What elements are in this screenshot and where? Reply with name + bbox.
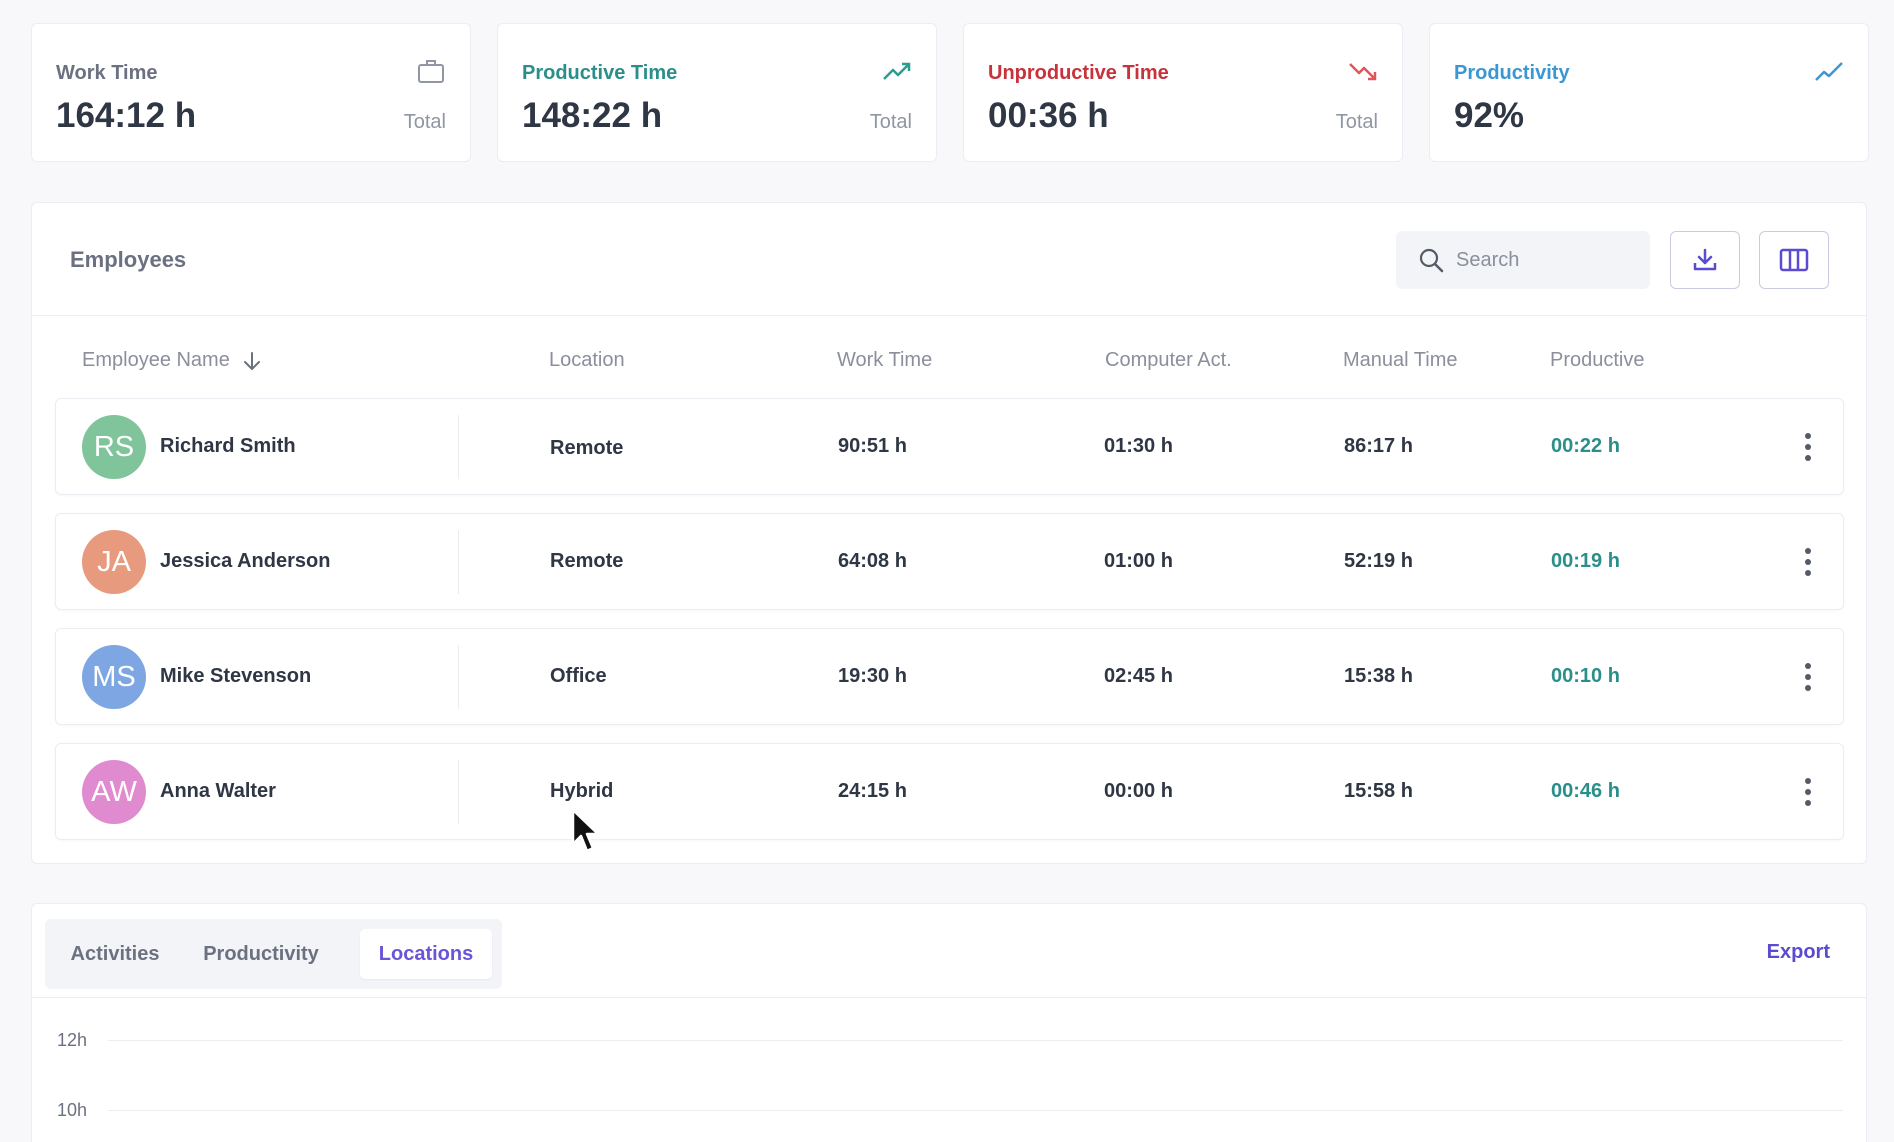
location-cell: Hybrid xyxy=(550,780,614,802)
export-link[interactable]: Export xyxy=(1766,941,1830,963)
computer-act-cell: 01:00 h xyxy=(1104,550,1173,572)
work-time-cell: 24:15 h xyxy=(838,780,907,802)
trend-up-icon xyxy=(883,62,911,80)
columns-icon xyxy=(1779,248,1809,272)
tab-locations[interactable]: Locations xyxy=(360,929,492,979)
employee-name[interactable]: Anna Walter xyxy=(160,780,276,802)
y-tick-label: 10h xyxy=(57,1100,88,1120)
more-options-icon[interactable] xyxy=(1803,663,1813,693)
table-row[interactable]: AW Anna Walter Hybrid 24:15 h 00:00 h 15… xyxy=(55,743,1844,840)
more-options-icon[interactable] xyxy=(1803,778,1813,808)
avatar: JA xyxy=(82,530,146,594)
briefcase-icon xyxy=(418,60,444,83)
tab-activities[interactable]: Activities xyxy=(70,942,160,965)
more-options-icon[interactable] xyxy=(1803,548,1813,578)
avatar: MS xyxy=(82,645,146,709)
work-time-cell: 19:30 h xyxy=(838,665,907,687)
computer-act-cell: 01:30 h xyxy=(1104,435,1173,457)
stat-card-work-time: Work Time 164:12 h Total xyxy=(31,23,471,162)
search-box[interactable] xyxy=(1396,231,1650,289)
column-header-work-time[interactable]: Work Time xyxy=(837,349,933,371)
productive-cell: 00:19 h xyxy=(1551,550,1620,572)
stat-label: Unproductive Time xyxy=(988,62,1169,84)
stat-sub: Total xyxy=(1335,111,1378,133)
stat-value: 92% xyxy=(1454,96,1525,135)
sort-down-icon xyxy=(243,351,260,370)
column-header-computer-act[interactable]: Computer Act. xyxy=(1105,349,1232,371)
manual-time-cell: 15:58 h xyxy=(1344,780,1413,802)
trend-line-icon xyxy=(1815,62,1843,81)
divider xyxy=(458,645,459,709)
divider xyxy=(458,760,459,824)
table-row[interactable]: RS Richard Smith Remote 90:51 h 01:30 h … xyxy=(55,398,1844,495)
location-cell: Remote xyxy=(550,550,624,572)
divider xyxy=(32,997,1866,998)
column-label: Employee Name xyxy=(82,349,230,371)
stat-value: 164:12 h xyxy=(56,96,197,135)
stat-label: Productivity xyxy=(1454,62,1570,84)
employee-name[interactable]: Mike Stevenson xyxy=(160,665,312,687)
download-icon xyxy=(1693,248,1717,271)
column-header-location[interactable]: Location xyxy=(549,349,625,371)
panel-title: Employees xyxy=(70,247,187,272)
location-cell: Office xyxy=(550,665,607,687)
stat-card-productive-time: Productive Time 148:22 h Total xyxy=(497,23,937,162)
stat-value: 148:22 h xyxy=(522,96,663,135)
stat-label: Productive Time xyxy=(522,62,678,84)
mouse-cursor-icon xyxy=(571,808,600,853)
avatar: RS xyxy=(82,415,146,479)
tab-bar: Activities Productivity Locations xyxy=(45,919,502,989)
stat-sub: Total xyxy=(403,111,446,133)
manual-time-cell: 15:38 h xyxy=(1344,665,1413,687)
column-header-manual-time[interactable]: Manual Time xyxy=(1343,349,1458,371)
divider xyxy=(458,415,459,479)
productive-cell: 00:46 h xyxy=(1551,780,1620,802)
grid-line xyxy=(108,1040,1843,1041)
employees-panel: Employees xyxy=(31,202,1867,864)
computer-act-cell: 02:45 h xyxy=(1104,665,1173,687)
stat-label: Work Time xyxy=(56,62,158,84)
activity-panel: Activities Productivity Locations Export… xyxy=(31,903,1867,1142)
employees-header: Employees xyxy=(32,203,1866,316)
location-cell: Remote xyxy=(550,437,624,459)
trend-down-icon xyxy=(1349,63,1377,81)
work-time-cell: 64:08 h xyxy=(838,550,907,572)
manual-time-cell: 86:17 h xyxy=(1344,435,1413,457)
productive-cell: 00:22 h xyxy=(1551,435,1620,457)
column-header-name[interactable]: Employee Name xyxy=(82,349,262,372)
table-header: Employee Name Location Work Time Compute… xyxy=(32,349,1866,379)
computer-act-cell: 00:00 h xyxy=(1104,780,1173,802)
manual-time-cell: 52:19 h xyxy=(1344,550,1413,572)
stat-value: 00:36 h xyxy=(988,96,1109,135)
download-button[interactable] xyxy=(1670,231,1740,289)
column-header-productive[interactable]: Productive xyxy=(1550,349,1645,371)
tab-productivity[interactable]: Productivity xyxy=(203,942,319,965)
search-icon xyxy=(1419,248,1444,273)
stat-card-unproductive-time: Unproductive Time 00:36 h Total xyxy=(963,23,1403,162)
more-options-icon[interactable] xyxy=(1803,433,1813,463)
work-time-cell: 90:51 h xyxy=(838,435,907,457)
employee-name[interactable]: Jessica Anderson xyxy=(160,550,331,572)
search-input[interactable] xyxy=(1456,248,1636,272)
table-row[interactable]: JA Jessica Anderson Remote 64:08 h 01:00… xyxy=(55,513,1844,610)
employee-name[interactable]: Richard Smith xyxy=(160,435,296,457)
y-tick-label: 12h xyxy=(57,1030,88,1050)
table-row[interactable]: MS Mike Stevenson Office 19:30 h 02:45 h… xyxy=(55,628,1844,725)
productive-cell: 00:10 h xyxy=(1551,665,1620,687)
avatar: AW xyxy=(82,760,146,824)
stats-row: Work Time 164:12 h Total Productive Time… xyxy=(31,23,1869,162)
divider xyxy=(458,530,459,594)
columns-button[interactable] xyxy=(1759,231,1829,289)
stat-sub: Total xyxy=(869,111,912,133)
grid-line xyxy=(108,1110,1843,1111)
stat-card-productivity: Productivity 92% xyxy=(1429,23,1869,162)
